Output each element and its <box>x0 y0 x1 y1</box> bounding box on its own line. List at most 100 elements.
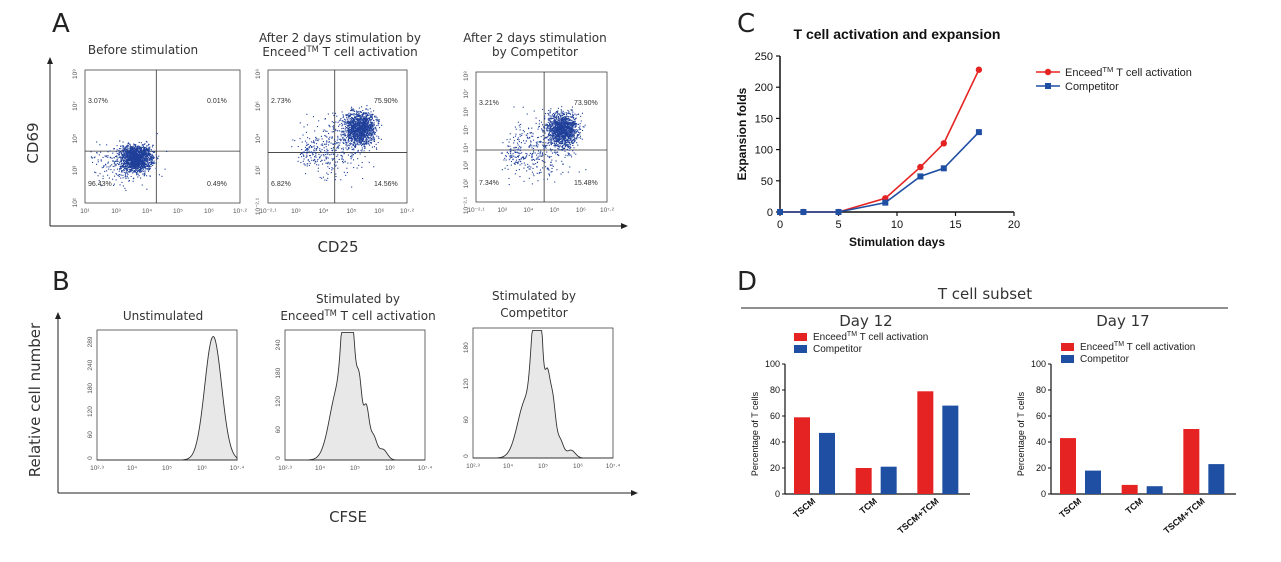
scatter-dot <box>306 152 308 154</box>
scatter-dot <box>161 175 163 177</box>
scatter-dot <box>568 126 570 128</box>
scatter-dot <box>364 112 366 114</box>
scatter-dot <box>332 150 334 152</box>
scatter-dot <box>361 124 363 126</box>
scatter-dot <box>361 138 363 140</box>
scatter-dot <box>132 156 134 158</box>
scatter-dot <box>121 170 123 172</box>
scatter-dot <box>132 171 134 173</box>
scatter-dot <box>105 163 107 165</box>
scatter-dot <box>572 123 574 125</box>
scatter-dot <box>344 133 346 135</box>
scatter-dot <box>316 126 318 128</box>
quadrant-upper-right: 0.01% <box>207 98 227 105</box>
scatter-dot <box>122 166 124 168</box>
scatter-dot <box>579 135 581 137</box>
scatter-dot <box>129 160 131 162</box>
scatter-dot <box>145 151 147 153</box>
scatter-dot <box>568 119 570 121</box>
scatter-dot <box>563 135 565 137</box>
scatter-dot <box>309 138 311 140</box>
scatter-dot <box>144 173 146 175</box>
scatter-dot <box>567 171 569 173</box>
scatter-dot <box>379 127 381 129</box>
scatter-dot <box>365 127 367 129</box>
scatter-dot <box>349 118 351 120</box>
scatter-dot <box>325 130 327 132</box>
scatter-dot <box>571 119 573 121</box>
scatter-dot <box>564 115 566 117</box>
quadrant-upper-right: 75.90% <box>374 98 398 105</box>
scatter-dot <box>560 141 562 143</box>
scatter-dot <box>562 114 564 116</box>
scatter-dot <box>559 119 561 121</box>
scatter-dot <box>549 118 551 120</box>
scatter-dot <box>365 118 367 120</box>
scatter-dot <box>362 116 364 118</box>
scatter-dot <box>136 147 138 149</box>
scatter-dot <box>361 127 363 129</box>
scatter-dot <box>350 137 352 139</box>
scatter-dot <box>322 154 324 156</box>
scatter-dot <box>321 149 323 151</box>
scatter-dot <box>532 145 534 147</box>
scatter-dot <box>342 141 344 143</box>
scatter-dot <box>123 148 125 150</box>
scatter-dot <box>361 147 363 149</box>
scatter-dot <box>138 154 140 156</box>
scatter-dot <box>550 138 552 140</box>
scatter-dot <box>139 146 141 148</box>
scatter-dot <box>146 154 148 156</box>
scatter-dot <box>301 141 303 143</box>
scatter-dot <box>366 126 368 128</box>
scatter-dot <box>367 114 369 116</box>
scatter-dot <box>138 160 140 162</box>
scatter-dot <box>532 152 534 154</box>
scatter-dot <box>351 109 353 111</box>
scatter-dot <box>90 156 92 158</box>
scatter-dot <box>556 127 558 129</box>
scatter-dot <box>357 116 359 118</box>
scatter-dot <box>96 141 98 143</box>
scatter-dot <box>91 156 93 158</box>
scatter-dot <box>146 150 148 152</box>
scatter-dot <box>148 153 150 155</box>
scatter-dot <box>320 144 322 146</box>
scatter-dot <box>104 155 106 157</box>
scatter-dot <box>374 115 376 117</box>
scatter-dot <box>551 128 553 130</box>
scatter-dot <box>140 168 142 170</box>
scatter-dot <box>349 122 351 124</box>
scatter-dot <box>353 125 355 127</box>
scatter-dot <box>355 110 357 112</box>
scatter-dot <box>352 129 354 131</box>
scatter-dot <box>322 141 324 143</box>
scatter-dot <box>564 146 566 148</box>
scatter-dot <box>112 178 114 180</box>
scatter-dot <box>142 167 144 169</box>
scatter-dot <box>145 163 147 165</box>
scatter-dot <box>566 128 568 130</box>
scatter-dot <box>347 131 349 133</box>
scatter-dot <box>302 160 304 162</box>
scatter-dot <box>113 148 115 150</box>
scatter-dot <box>350 121 352 123</box>
scatter-dot <box>139 153 141 155</box>
scatter-dot <box>562 144 564 146</box>
scatter-dot <box>361 135 363 137</box>
scatter-dot <box>342 149 344 151</box>
scatter-dot <box>148 153 150 155</box>
scatter-frame <box>267 69 408 204</box>
scatter-dot <box>554 112 556 114</box>
scatter-dot <box>550 136 552 138</box>
scatter-dot <box>354 127 356 129</box>
scatter-dot <box>151 146 153 148</box>
scatter-dot <box>548 140 550 142</box>
scatter-dot <box>151 156 153 158</box>
scatter-dot <box>554 132 556 134</box>
scatter-dot <box>127 144 129 146</box>
scatter-dot <box>113 169 115 171</box>
scatter-dot <box>111 164 113 166</box>
scatter-dot <box>332 143 334 145</box>
scatter-dot <box>566 132 568 134</box>
